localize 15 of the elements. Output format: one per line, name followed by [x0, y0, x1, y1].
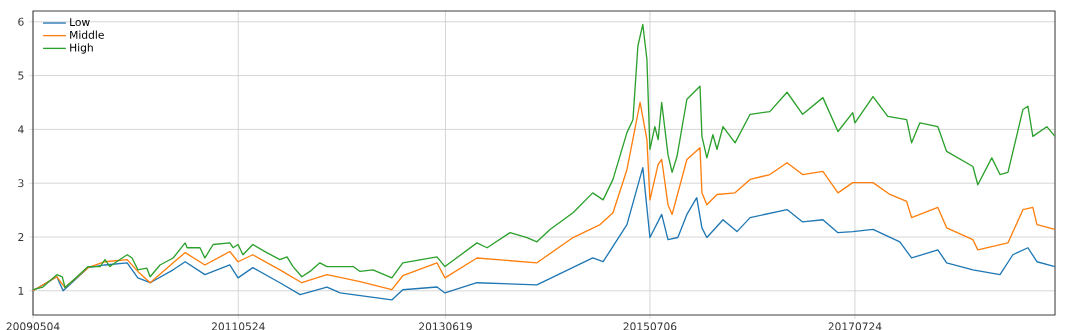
x-tick-label: 20150706 [623, 322, 677, 330]
y-tick-label: 6 [18, 17, 24, 26]
y-tick-label: 5 [18, 71, 24, 80]
legend-label: High [70, 43, 93, 54]
x-tick-label: 20090504 [6, 322, 60, 330]
line-series [33, 101, 1056, 292]
legend-label: Middle [70, 30, 104, 39]
x-tick-label: 20170724 [828, 322, 882, 330]
y-tick-label: 1 [18, 286, 24, 295]
legend-label: Low [70, 18, 90, 27]
y-tick-label: 3 [18, 179, 24, 188]
x-tick-label: 20130619 [419, 322, 472, 330]
y-tick-label: 4 [18, 125, 24, 134]
x-tick-label: 20110524 [211, 322, 265, 330]
y-tick-label: 2 [18, 233, 24, 241]
